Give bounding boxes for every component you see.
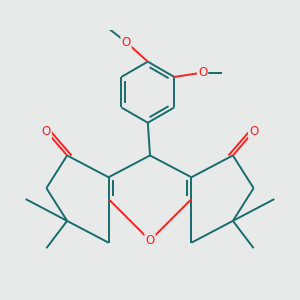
Text: O: O <box>198 66 207 79</box>
Text: O: O <box>42 125 51 138</box>
Text: O: O <box>146 234 154 247</box>
Text: O: O <box>249 125 258 138</box>
Text: O: O <box>122 35 130 49</box>
